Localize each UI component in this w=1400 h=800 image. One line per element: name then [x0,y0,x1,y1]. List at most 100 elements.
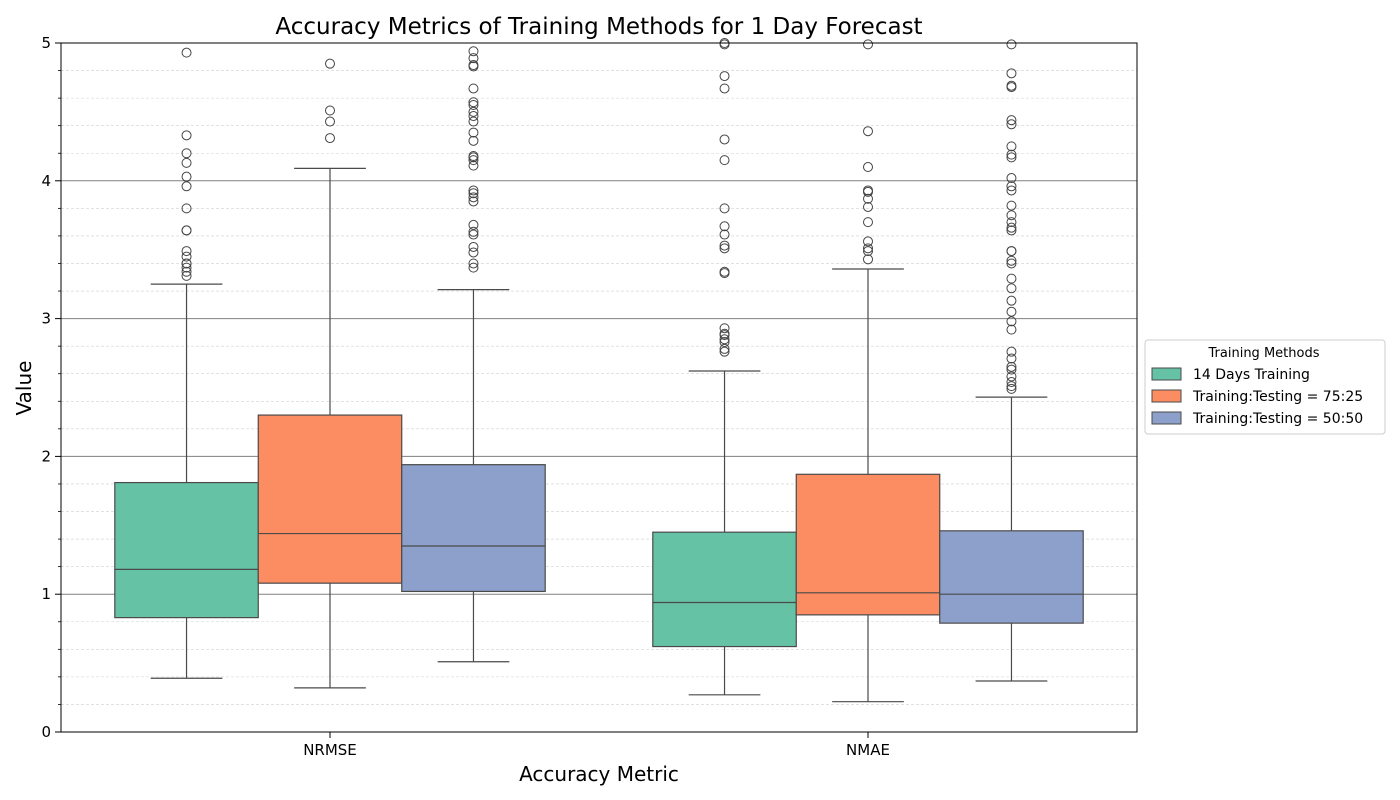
outlier-point [1006,119,1017,130]
plot-area [114,38,1084,703]
outlier-point [468,97,479,108]
outlier-point [1006,255,1017,266]
outlier-point [1006,217,1017,228]
outlier-point [719,71,730,82]
outlier-point [468,60,479,71]
outlier-point [468,160,479,171]
outlier-point [1006,200,1017,211]
outlier-point [181,181,192,192]
legend: Training Methods 14 Days Training Trainin… [1144,339,1386,435]
outlier-point [468,192,479,203]
outlier-point [1006,210,1017,221]
outlier-point [1006,381,1017,392]
legend-entry-label: Training:Testing = 75:25 [1192,389,1363,405]
outlier-point [181,203,192,214]
outlier-point [1006,383,1017,394]
outlier-point [325,58,335,69]
outlier-point [863,254,873,265]
outlier-point [1006,115,1017,126]
y-tick-label: 4 [41,172,51,190]
outlier-point [1006,306,1017,317]
x-tick-label: NRMSE [303,741,357,759]
outlier-point [863,243,873,254]
outlier-point [719,221,730,232]
outlier-point [1006,361,1017,372]
outlier-point [181,266,192,277]
outlier-point [719,337,730,348]
outlier-point [1006,316,1017,327]
outlier-point [1006,376,1017,387]
outlier-point [719,346,730,357]
outlier-point [1006,152,1017,163]
box-group [401,46,546,663]
outlier-point [1006,68,1017,79]
outlier-point [325,105,335,116]
x-axis-label: Accuracy Metric [519,762,679,786]
y-axis-label: Value [12,361,36,416]
outlier-point [719,343,730,354]
outlier-point [719,155,730,166]
axes: 0 1 2 3 4 5 NRMSE NMAE [41,34,890,759]
outlier-point [1006,324,1017,335]
outlier-point [468,127,479,138]
outlier-point [1006,371,1017,382]
outlier-point [468,135,479,146]
outlier-point [468,83,479,94]
legend-swatch [1151,367,1182,381]
outlier-point [468,262,479,273]
x-tick-label: NMAE [846,741,890,759]
outlier-point [181,157,192,168]
outlier-point [181,270,192,281]
box-group [939,39,1084,682]
box-group [795,39,941,703]
y-tick-label: 3 [41,310,51,328]
outlier-point [719,83,730,94]
outlier-point [1006,173,1017,184]
outlier-point [863,217,873,228]
outlier-point [1006,185,1017,196]
outlier-point [719,229,730,240]
outlier-point [1006,364,1017,375]
outlier-point [468,241,479,252]
outlier-point [1006,295,1017,306]
outlier-point [181,251,192,262]
plot-frame [60,42,1138,733]
y-tick-label: 0 [41,723,51,741]
outlier-point [719,134,730,145]
outlier-point [719,243,730,254]
outlier-point [468,185,479,196]
box-group [257,58,403,689]
legend-swatch [1151,411,1182,425]
legend-frame [1144,339,1386,435]
outlier-point [468,111,479,122]
outlier-point [1006,283,1017,294]
outlier-point [325,133,335,144]
y-tick-label: 5 [41,34,51,52]
outlier-point [181,47,192,58]
box [939,530,1084,624]
box [795,473,941,616]
outlier-point [1006,225,1017,236]
outlier-point [181,225,192,236]
legend-entry-label: 14 Days Training [1193,367,1310,383]
outlier-point [1006,346,1017,357]
outlier-point [468,226,479,237]
outlier-point [719,203,730,214]
outlier-point [1006,181,1017,192]
outlier-point [863,201,873,212]
outlier-point [468,100,479,111]
outlier-point [181,171,192,182]
outlier-point [1006,353,1017,364]
outlier-point [325,116,335,127]
outlier-point [863,193,873,204]
box-group [652,38,797,696]
outlier-point [468,229,479,240]
chart-title: Accuracy Metrics of Training Methods for… [275,14,922,40]
box [652,531,797,648]
outlier-point [719,328,730,339]
outlier-point [468,258,479,269]
outlier-point [1006,39,1017,50]
outlier-point [863,126,873,137]
outlier-point [181,148,192,159]
